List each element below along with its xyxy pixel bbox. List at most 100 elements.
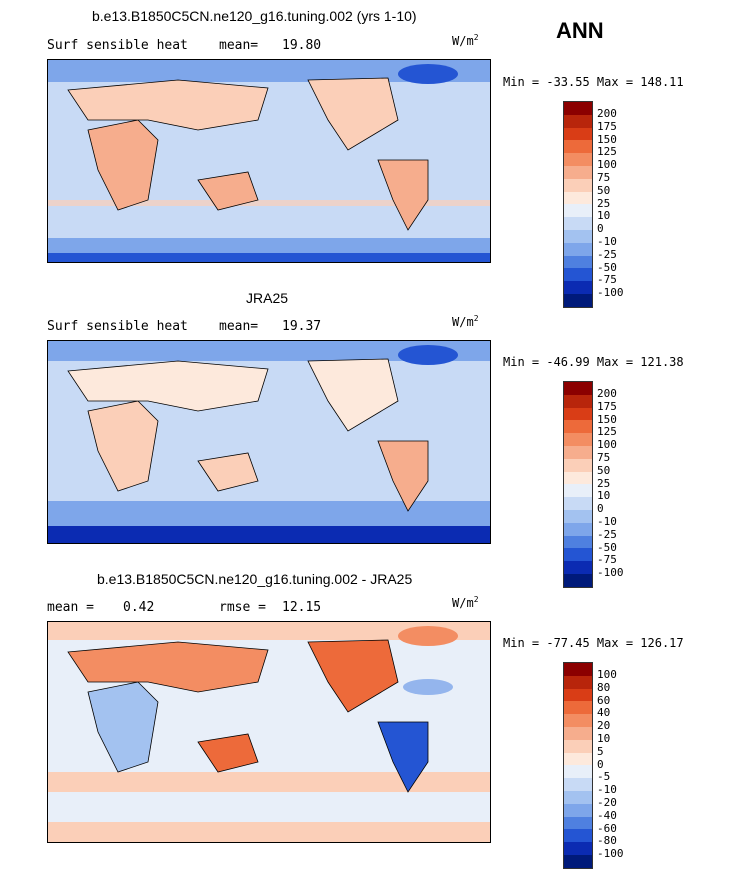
colorbar-box [564, 561, 592, 574]
colorbar-tick: 125 [597, 425, 617, 439]
panel-2-mean-value: 19.37 [282, 319, 322, 334]
colorbar-tick: -80 [597, 834, 617, 848]
colorbar-box [564, 445, 592, 459]
colorbar-tick: -20 [597, 796, 617, 809]
colorbar-box [564, 535, 592, 549]
colorbar-tick: 25 [597, 476, 611, 490]
colorbar-box [564, 688, 592, 702]
colorbar-box [564, 548, 592, 562]
colorbar-box [564, 484, 592, 498]
colorbar-box [564, 471, 592, 485]
colorbar-tick: 5 [597, 744, 604, 758]
colorbar-box [564, 293, 592, 307]
colorbar-box [564, 854, 592, 868]
colorbar-tick: -10 [597, 235, 617, 248]
colorbar-box [564, 255, 592, 269]
colorbar-tick: 200 [597, 387, 617, 400]
colorbar-tick: -25 [597, 247, 617, 261]
panel-1-mean-label: mean= [219, 38, 259, 53]
colorbar-tick: -40 [597, 808, 617, 822]
colorbar-box [564, 114, 592, 128]
colorbar-box [564, 739, 592, 753]
colorbar-tick: 0 [597, 502, 604, 516]
panel-2-map [47, 340, 491, 544]
colorbar-box [564, 407, 592, 421]
colorbar-box [564, 726, 592, 740]
colorbar-box [564, 382, 592, 395]
colorbar-tick: -100 [597, 286, 624, 300]
colorbar-tick: 100 [597, 668, 617, 681]
colorbar-tick: 10 [597, 209, 611, 223]
colorbar-tick: 50 [597, 183, 611, 197]
panel-3-rmse-value: 12.15 [282, 600, 322, 615]
colorbar-tick: 20 [597, 719, 611, 733]
colorbar-box [564, 790, 592, 804]
panel-1-map [47, 59, 491, 263]
panel-2-title: JRA25 [246, 290, 289, 306]
season-label: ANN [556, 18, 604, 43]
panel-3-minmax: Min = -77.45 Max = 126.17 [503, 636, 684, 650]
colorbar-box [564, 217, 592, 230]
colorbar-box [564, 675, 592, 689]
colorbar-box [564, 127, 592, 141]
colorbar-box [564, 229, 592, 243]
colorbar-tick: 175 [597, 399, 617, 413]
colorbar-box [564, 268, 592, 282]
colorbar-tick: 175 [597, 119, 617, 133]
colorbar-box [564, 458, 592, 472]
colorbar-box [564, 153, 592, 166]
colorbar-box [564, 281, 592, 294]
colorbar-box [564, 433, 592, 446]
colorbar-box [564, 165, 592, 179]
colorbar-tick: 100 [597, 158, 617, 172]
colorbar-tick: -75 [597, 553, 617, 567]
colorbar-box [564, 178, 592, 192]
panel-1-units: W/m2 [452, 33, 479, 48]
colorbar-tick: 100 [597, 438, 617, 452]
panel-1-minmax: Min = -33.55 Max = 148.11 [503, 75, 684, 89]
panel-3-mean-value: 0.42 [123, 600, 155, 615]
colorbar-tick: 80 [597, 680, 611, 694]
panel-3-map [47, 621, 491, 843]
colorbar-tick: 200 [597, 107, 617, 120]
colorbar-tick: 150 [597, 132, 617, 146]
colorbar-tick: -25 [597, 527, 617, 541]
panel-3-title: b.e13.B1850C5CN.ne120_g16.tuning.002 - J… [97, 571, 413, 587]
colorbar-box [564, 829, 592, 843]
colorbar-tick: -50 [597, 260, 617, 274]
colorbar-box [564, 573, 592, 587]
panel-1-colorbar-labels: 200 175 150 125 100 75 50 25 10 0 -10 -2… [597, 108, 667, 300]
colorbar-tick: 40 [597, 706, 611, 720]
colorbar-tick: -10 [597, 515, 617, 528]
colorbar-tick: 0 [597, 757, 604, 771]
colorbar-box [564, 394, 592, 408]
colorbar-tick: 75 [597, 451, 611, 464]
colorbar-tick: -100 [597, 566, 624, 580]
colorbar-tick: -60 [597, 821, 617, 835]
panel-3-colorbar [563, 662, 593, 869]
panel-3-colorbar-labels: 100 80 60 40 20 10 5 0 -5 -10 -20 -40 -6… [597, 669, 667, 861]
panel-2-colorbar-labels: 200 175 150 125 100 75 50 25 10 0 -10 -2… [597, 388, 667, 580]
panel-2-mean-label: mean= [219, 319, 259, 334]
panel-2-minmax: Min = -46.99 Max = 121.38 [503, 355, 684, 369]
colorbar-tick: 25 [597, 196, 611, 210]
colorbar-tick: -50 [597, 540, 617, 554]
colorbar-box [564, 242, 592, 256]
panel-2-variable-label: Surf sensible heat [47, 319, 188, 334]
colorbar-box [564, 420, 592, 434]
colorbar-box [564, 803, 592, 817]
panel-1-mean-value: 19.80 [282, 38, 322, 53]
panel-1-title: b.e13.B1850C5CN.ne120_g16.tuning.002 (yr… [92, 8, 417, 24]
panel-1-variable-label: Surf sensible heat [47, 38, 188, 53]
colorbar-box [564, 663, 592, 676]
colorbar-box [564, 765, 592, 779]
colorbar-tick: -100 [597, 847, 624, 861]
colorbar-box [564, 522, 592, 536]
colorbar-box [564, 140, 592, 154]
colorbar-tick: -75 [597, 273, 617, 287]
colorbar-box [564, 816, 592, 830]
colorbar-tick: -10 [597, 783, 617, 797]
colorbar-tick: 150 [597, 412, 617, 426]
colorbar-box [564, 204, 592, 218]
panel-3-units: W/m2 [452, 595, 479, 610]
